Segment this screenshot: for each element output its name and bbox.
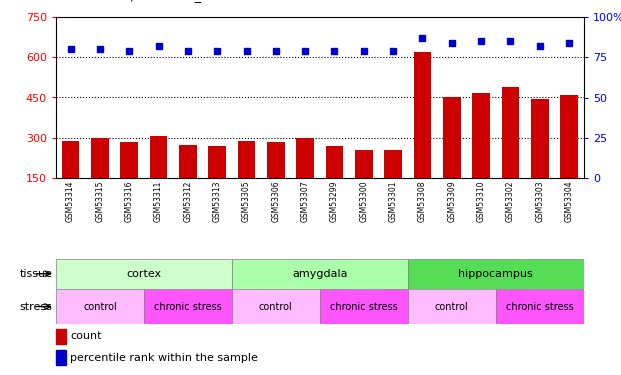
Text: GSM53307: GSM53307 [301, 180, 310, 222]
Text: GSM53299: GSM53299 [330, 180, 339, 222]
Bar [56, 289, 144, 324]
Bar [355, 150, 373, 218]
Bar [91, 138, 109, 218]
Text: GSM53309: GSM53309 [447, 180, 456, 222]
Text: GSM53300: GSM53300 [360, 180, 368, 222]
Text: GSM53304: GSM53304 [564, 180, 574, 222]
Text: GSM53315: GSM53315 [96, 180, 104, 222]
Text: GSM53314: GSM53314 [66, 180, 75, 222]
Text: GSM53312: GSM53312 [183, 180, 193, 222]
Bar [120, 142, 138, 218]
Text: control: control [435, 302, 469, 312]
Bar [502, 87, 519, 218]
Bar [320, 289, 408, 324]
Text: tissue: tissue [20, 269, 53, 279]
Text: chronic stress: chronic stress [330, 302, 397, 312]
Bar [232, 259, 408, 289]
Text: GSM53303: GSM53303 [535, 180, 544, 222]
Text: cortex: cortex [126, 269, 161, 279]
Text: stress: stress [20, 302, 53, 312]
Text: GSM53301: GSM53301 [389, 180, 397, 222]
Bar [408, 289, 496, 324]
Bar [325, 146, 343, 218]
Bar [443, 98, 461, 218]
Bar [473, 93, 490, 218]
Bar [496, 289, 584, 324]
Bar [209, 146, 226, 218]
Bar [61, 141, 79, 218]
Bar [238, 141, 255, 218]
Bar [267, 142, 284, 218]
Bar [56, 328, 66, 344]
Bar [384, 150, 402, 218]
Bar [531, 99, 548, 218]
Bar [414, 52, 431, 218]
Text: control: control [83, 302, 117, 312]
Text: count: count [70, 332, 102, 342]
Bar [56, 350, 66, 365]
Text: hippocampus: hippocampus [458, 269, 533, 279]
Bar [150, 136, 167, 218]
Text: control: control [259, 302, 292, 312]
Bar [296, 138, 314, 218]
Text: GSM53316: GSM53316 [125, 180, 134, 222]
Bar [56, 259, 232, 289]
Text: chronic stress: chronic stress [506, 302, 574, 312]
Text: percentile rank within the sample: percentile rank within the sample [70, 353, 258, 363]
Text: amygdala: amygdala [292, 269, 348, 279]
Bar [408, 259, 584, 289]
Text: GSM53308: GSM53308 [418, 180, 427, 222]
Text: GSM53311: GSM53311 [154, 180, 163, 222]
Text: GSM53313: GSM53313 [212, 180, 222, 222]
Text: GDS1794 / 1389500_at: GDS1794 / 1389500_at [68, 0, 214, 2]
Bar [179, 144, 197, 218]
Text: GSM53305: GSM53305 [242, 180, 251, 222]
Text: GSM53302: GSM53302 [506, 180, 515, 222]
Bar [232, 289, 320, 324]
Text: GSM53306: GSM53306 [271, 180, 280, 222]
Bar [560, 95, 578, 218]
Text: chronic stress: chronic stress [154, 302, 222, 312]
Text: GSM53310: GSM53310 [476, 180, 486, 222]
Bar [144, 289, 232, 324]
